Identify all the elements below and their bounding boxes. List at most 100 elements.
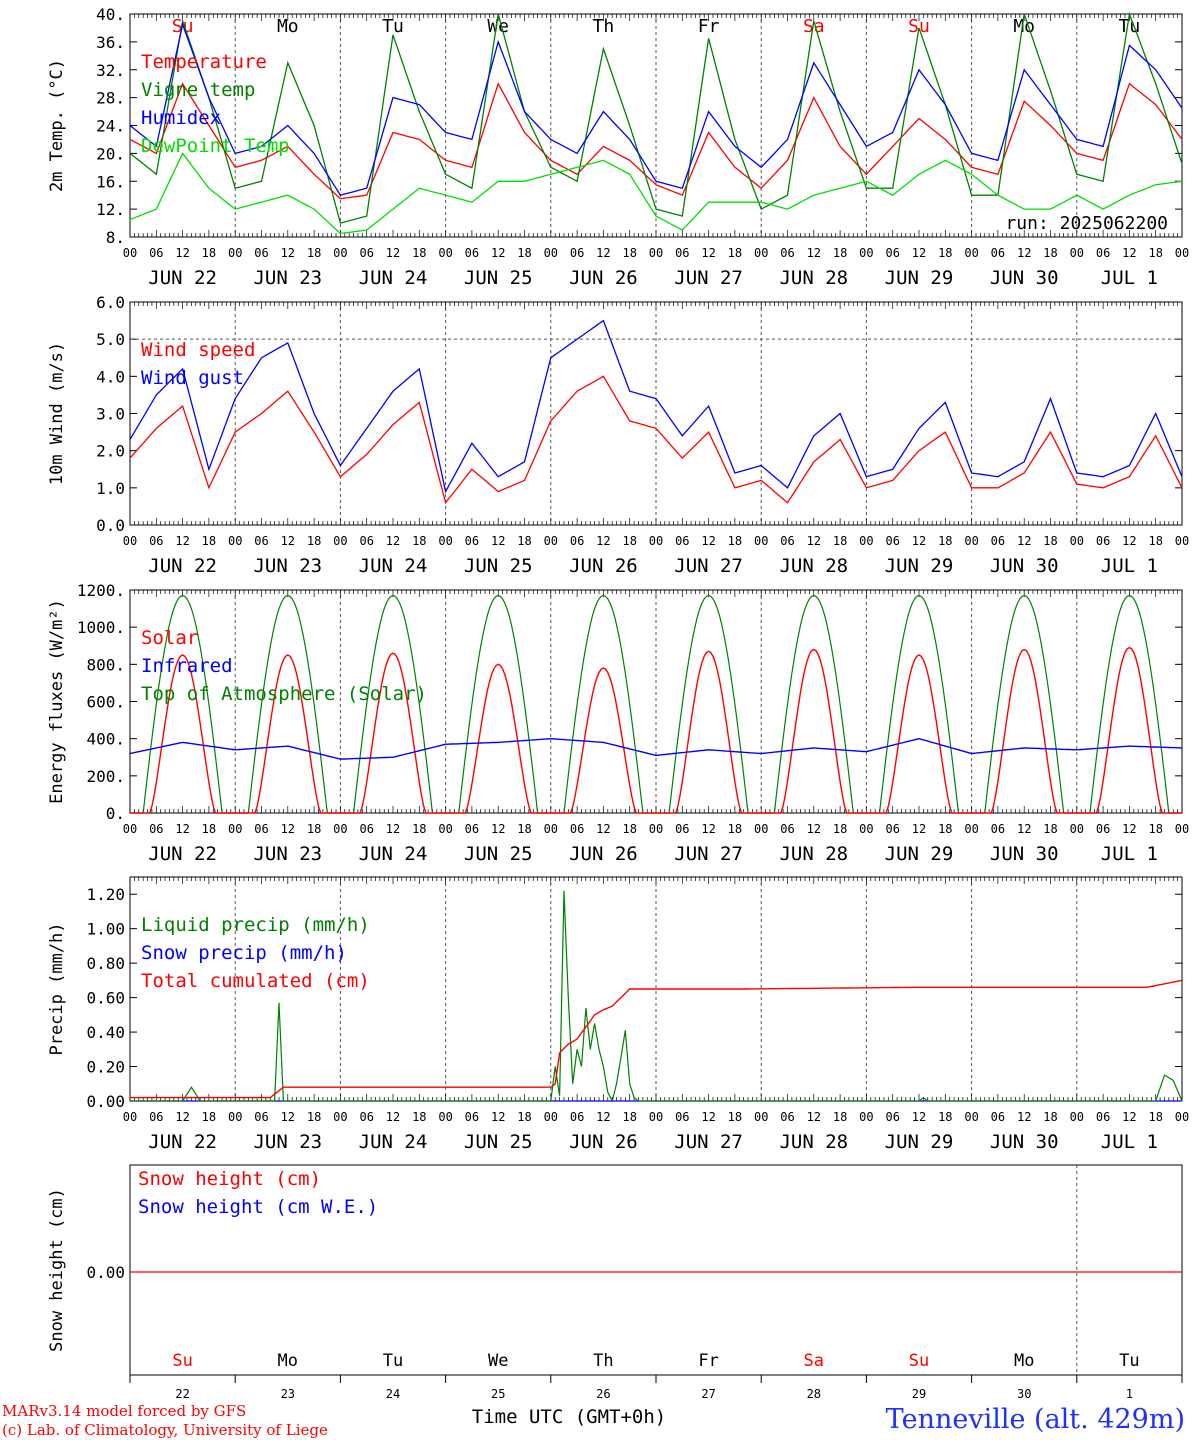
weekday-label: Su [908, 16, 930, 37]
y-tick-label: 200. [86, 767, 125, 786]
x-tick-label: 12 [175, 1110, 189, 1124]
x-tick-label: 06 [991, 246, 1005, 260]
x-tick-label: 06 [254, 246, 268, 260]
panel-energy: 0. 200. 400. 600. 800. 1000. 1200. Energy fluxe… [47, 581, 1189, 865]
x-date-label: JUN 29 [885, 555, 954, 577]
x-tick-label: 12 [491, 822, 505, 836]
x-tick-label: 12 [491, 246, 505, 260]
x-tick-label: 18 [728, 534, 742, 548]
x-tick-label: 18 [1043, 246, 1057, 260]
x-tick-label: 18 [202, 1110, 216, 1124]
weekday-label: Fr [698, 16, 720, 37]
x-tick-label: 12 [912, 822, 926, 836]
x-tick-label: 00 [1175, 246, 1189, 260]
x-tick-label: 12 [807, 822, 821, 836]
x-tick-label: 06 [885, 822, 899, 836]
x-tick-label: 00 [649, 534, 663, 548]
x-tick-label: 12 [596, 534, 610, 548]
x-tick-label: 00 [1070, 1110, 1084, 1124]
x-tick-label: 18 [833, 534, 847, 548]
x-tick-label: 12 [1122, 534, 1136, 548]
x-tick-label: 18 [307, 822, 321, 836]
x-tick-label: 12 [175, 822, 189, 836]
x-date-label: JUN 30 [990, 1131, 1059, 1153]
x-date-label: JUN 29 [885, 1131, 954, 1153]
x-tick-label: 06 [885, 534, 899, 548]
y-tick-label: 3.0 [96, 405, 125, 424]
x-tick-label: 12 [596, 822, 610, 836]
legend-item: DewPoint Temp [141, 135, 290, 157]
x-tick-label: 12 [701, 246, 715, 260]
legend-item: Total cumulated (cm) [141, 970, 370, 992]
legend-item: Wind gust [141, 367, 244, 389]
x-tick-label: 18 [938, 534, 952, 548]
x-date-label: JUN 22 [148, 555, 217, 577]
x-tick-label: 00 [1175, 1110, 1189, 1124]
y-tick-label: 0.60 [86, 989, 125, 1008]
x-tick-label: 18 [202, 534, 216, 548]
x-tick-label: 00 [859, 534, 873, 548]
x-tick-label: 00 [649, 246, 663, 260]
x-tick-label: 12 [281, 1110, 295, 1124]
x-tick-label: 18 [1148, 534, 1162, 548]
panel-temp: 8. 12. 16. 20. 24. 28. 32. 36. 40. 2m Temp. (°C) 0… [47, 5, 1189, 289]
y-tick-label: 0.00 [86, 1092, 125, 1111]
x-tick-label: 00 [333, 534, 347, 548]
x-tick-label: 06 [359, 1110, 373, 1124]
y-axis-label: Precip (mm/h) [47, 922, 67, 1055]
x-tick-label: 18 [622, 1110, 636, 1124]
x-tick-label: 06 [885, 246, 899, 260]
x-date-label: JUN 30 [990, 555, 1059, 577]
x-date-label: JUN 22 [148, 1131, 217, 1153]
x-tick-label: 12 [912, 534, 926, 548]
weekday-label: Tu [1119, 16, 1141, 37]
x-tick-label: 06 [465, 822, 479, 836]
x-tick-label: 18 [307, 1110, 321, 1124]
x-tick-label: 18 [728, 1110, 742, 1124]
weekday-label: Mo [1014, 1351, 1034, 1371]
y-tick-label: 0.0 [96, 516, 125, 535]
x-tick-label: 00 [228, 1110, 242, 1124]
y-tick-label: 8. [106, 228, 125, 247]
x-tick-label: 06 [1096, 246, 1110, 260]
day-number-label: 27 [701, 1387, 715, 1401]
y-tick-label: 0.20 [86, 1058, 125, 1077]
x-date-label: JUN 22 [148, 267, 217, 289]
x-tick-label: 00 [333, 822, 347, 836]
x-date-label: JUN 28 [779, 267, 848, 289]
series-wind-speed [129, 375, 1183, 505]
day-number-label: 24 [386, 1387, 400, 1401]
x-tick-label: 12 [1017, 534, 1031, 548]
x-tick-label: 12 [1017, 246, 1031, 260]
x-tick-label: 18 [412, 534, 426, 548]
x-tick-label: 18 [307, 246, 321, 260]
plot-frame [129, 301, 1183, 526]
x-tick-label: 18 [1043, 534, 1057, 548]
y-tick-label: 0.40 [86, 1023, 125, 1042]
x-tick-label: 00 [859, 1110, 873, 1124]
x-date-label: JUN 28 [779, 1131, 848, 1153]
weekday-label: Tu [382, 16, 404, 37]
x-date-label: JUN 26 [569, 843, 638, 865]
day-number-label: 1 [1126, 1387, 1133, 1401]
x-tick-label: 18 [1148, 822, 1162, 836]
x-tick-label: 12 [491, 534, 505, 548]
x-tick-label: 06 [885, 1110, 899, 1124]
x-date-label: JUN 24 [359, 555, 428, 577]
x-tick-label: 06 [780, 246, 794, 260]
x-date-label: JUN 30 [990, 267, 1059, 289]
x-tick-label: 18 [833, 1110, 847, 1124]
x-tick-label: 00 [754, 822, 768, 836]
y-tick-label: 16. [96, 172, 125, 191]
x-tick-label: 12 [701, 1110, 715, 1124]
x-date-label: JUN 26 [569, 555, 638, 577]
x-tick-label: 12 [491, 1110, 505, 1124]
x-tick-label: 06 [254, 534, 268, 548]
x-tick-label: 12 [807, 1110, 821, 1124]
legend-item: Snow height (cm) [138, 1168, 321, 1190]
x-tick-label: 12 [1017, 1110, 1031, 1124]
x-tick-label: 00 [649, 1110, 663, 1124]
x-tick-label: 06 [675, 822, 689, 836]
series-humidex [129, 22, 1183, 196]
weekday-label: Sa [804, 1351, 824, 1371]
